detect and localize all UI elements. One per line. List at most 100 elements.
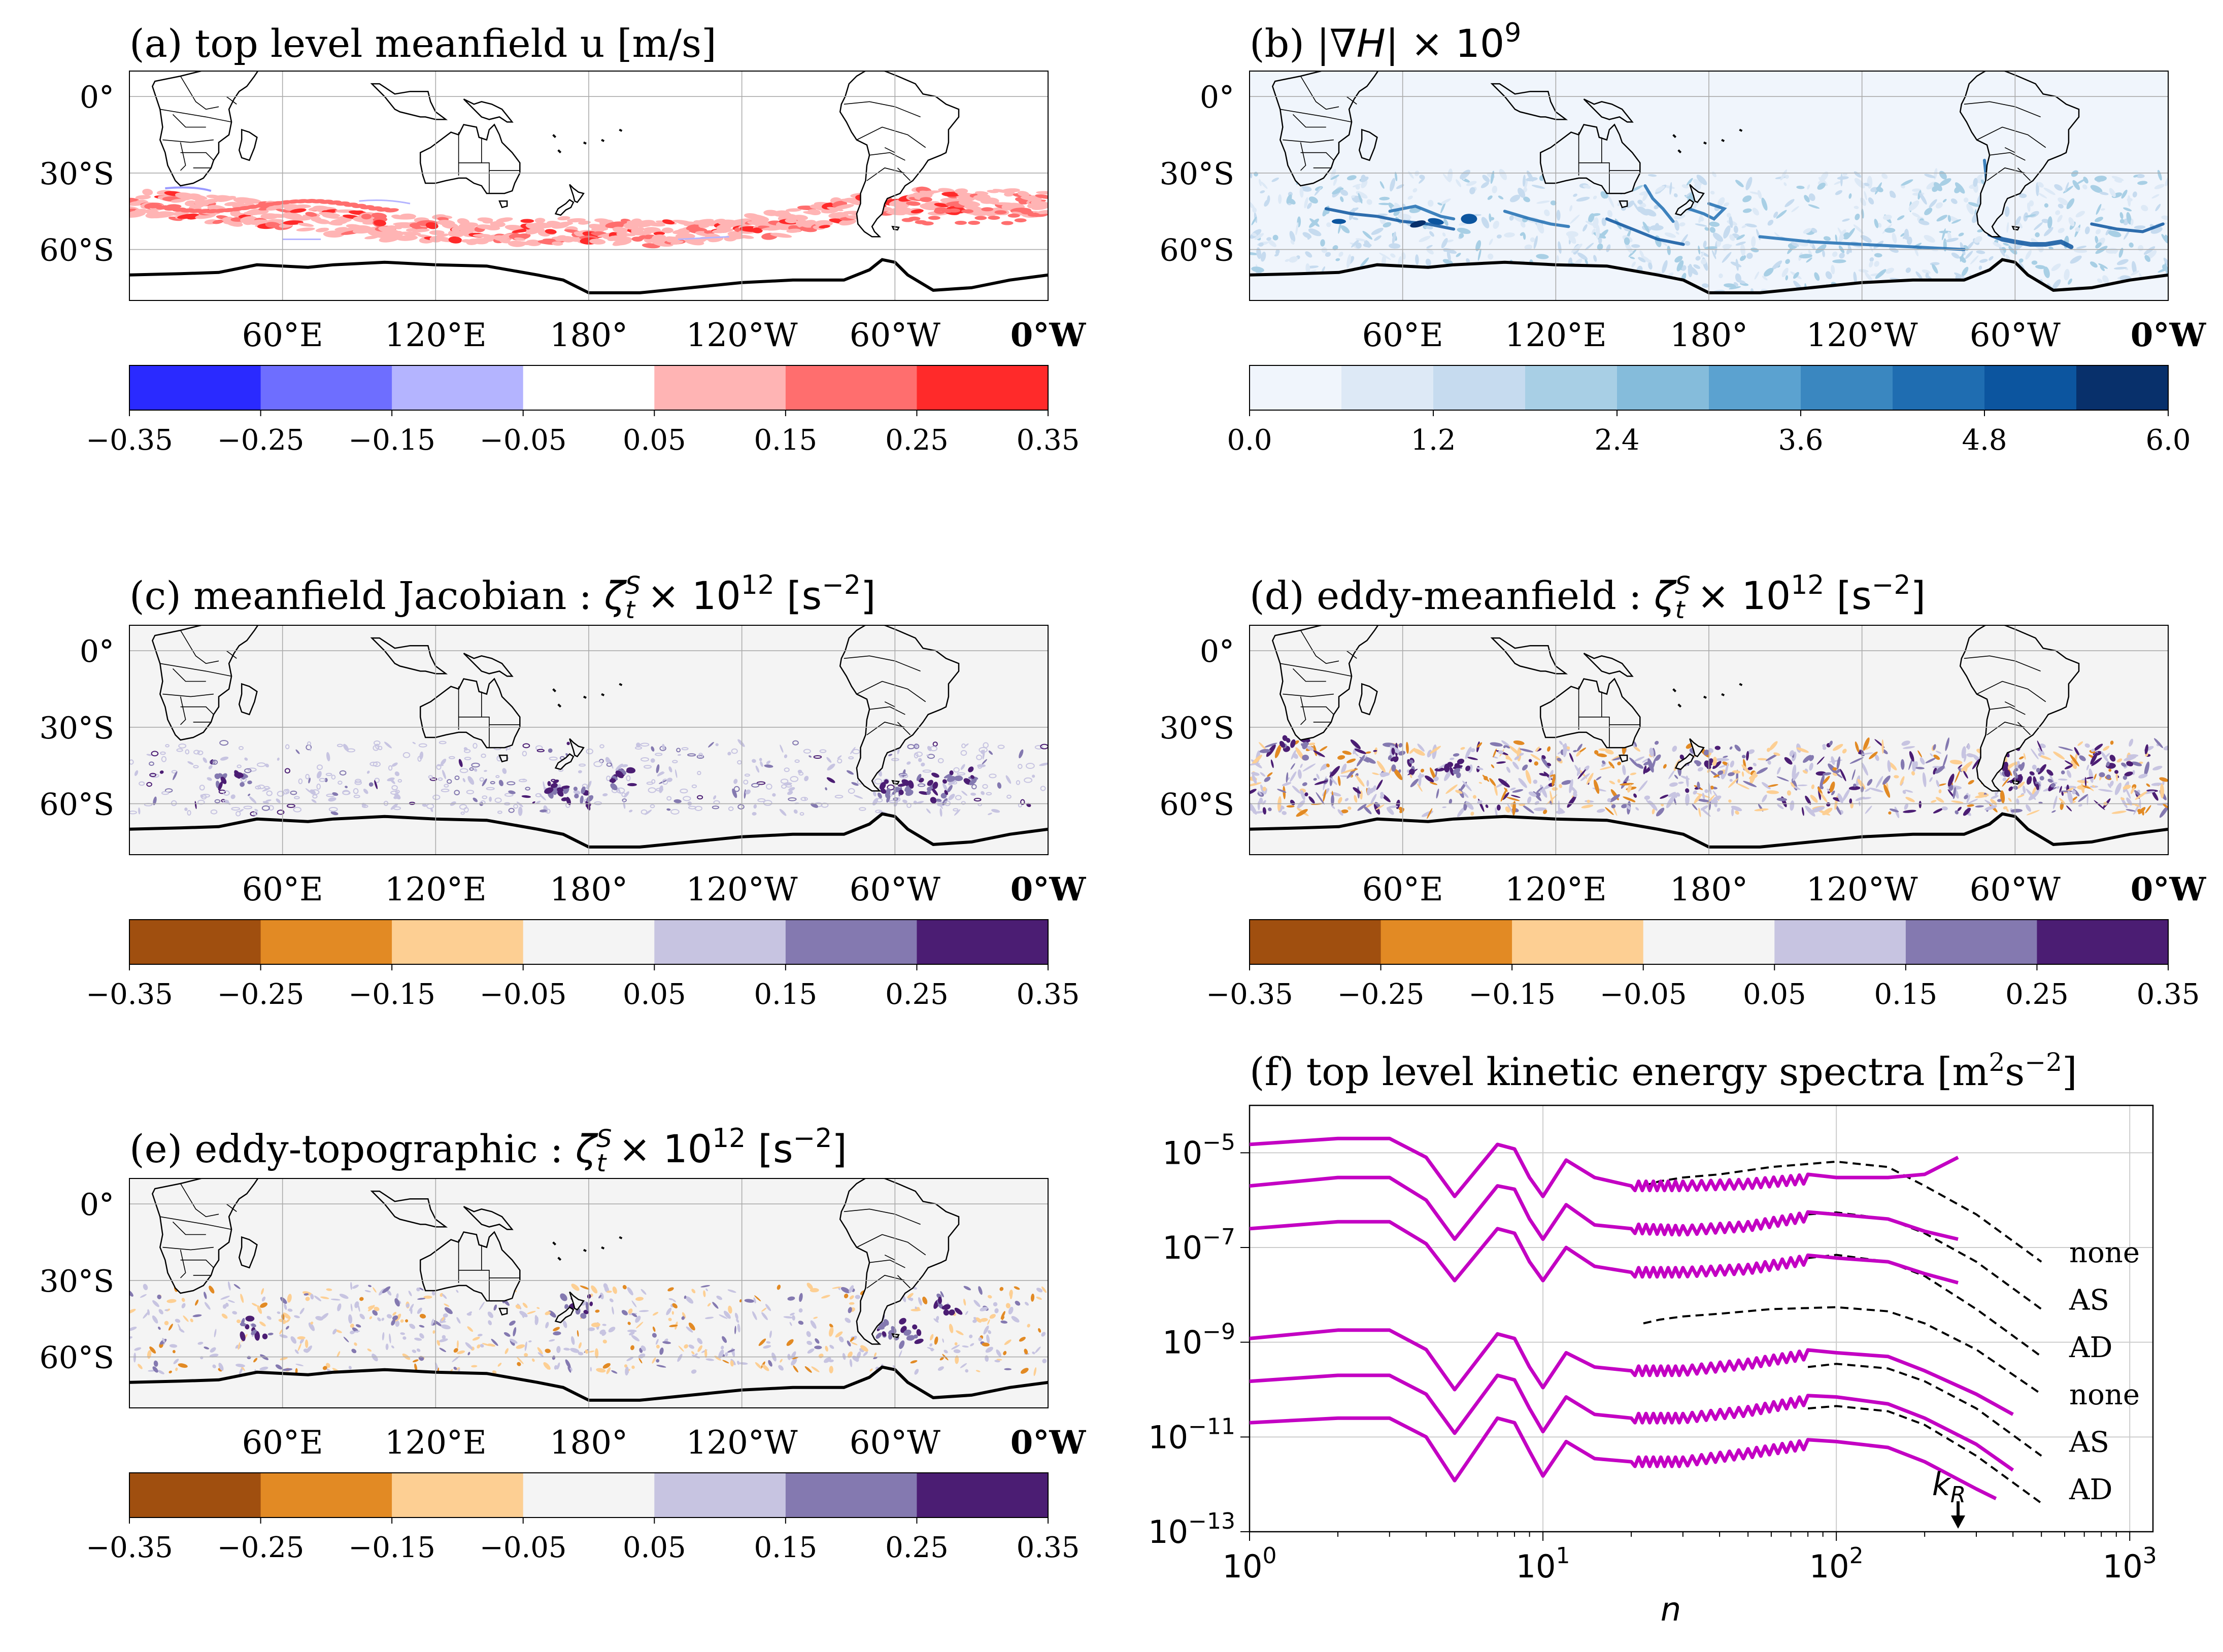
field-patch <box>593 761 603 767</box>
field-patch <box>978 1337 982 1341</box>
field-patch <box>1251 216 1257 225</box>
country-border <box>172 114 206 128</box>
field-patch <box>1905 267 1911 273</box>
country-border <box>226 96 237 105</box>
field-patch <box>1009 1290 1013 1297</box>
coastline <box>1619 200 1628 209</box>
antarctica-coast <box>129 812 1048 849</box>
field-patch <box>1591 213 1601 216</box>
field-patch <box>1576 744 1582 752</box>
field-patch <box>507 781 516 786</box>
lon-label: 180° <box>550 317 628 354</box>
field-patch <box>887 784 895 791</box>
field-patch <box>1673 193 1678 197</box>
field-patch <box>504 1348 509 1354</box>
field-patch <box>1559 740 1563 745</box>
field-patch <box>1504 787 1508 792</box>
field-patch <box>193 765 199 768</box>
field-patch <box>228 1281 231 1291</box>
country-border <box>180 152 214 161</box>
field-patch <box>792 1357 799 1360</box>
lat-label: 30°S <box>40 156 114 192</box>
field-patch <box>2038 748 2045 755</box>
field-patch <box>1346 758 1356 763</box>
field-patch <box>1547 746 1551 752</box>
field-patch <box>1955 182 1965 194</box>
field-patch <box>659 1347 664 1355</box>
field-patch <box>1026 803 1031 807</box>
island <box>552 134 557 139</box>
field-patch <box>1364 757 1376 764</box>
field-patch <box>1429 782 1438 785</box>
field-patch <box>826 757 832 763</box>
lon-label: 0°W <box>1011 316 1087 354</box>
colorbar-tick-label: −0.25 <box>217 1531 305 1564</box>
field-patch <box>1513 740 1525 745</box>
field-patch <box>1481 217 1490 229</box>
island <box>583 695 587 699</box>
field-patch <box>738 234 754 239</box>
coastline <box>151 1178 259 1294</box>
field-patch <box>1887 760 1891 772</box>
coastline <box>151 71 259 187</box>
field-patch <box>799 1293 803 1302</box>
field-patch <box>1331 794 1334 806</box>
field-patch <box>193 750 200 755</box>
field-patch <box>2055 210 2061 215</box>
field-patch <box>1938 783 1946 786</box>
panel-title-zeta-sub: t <box>625 596 636 624</box>
field-patch <box>953 767 960 773</box>
field-patch <box>737 1323 740 1333</box>
field-hotspot <box>2047 779 2053 783</box>
field-patch <box>2133 175 2138 178</box>
field-patch <box>1402 204 1406 208</box>
field-patch <box>577 1330 579 1337</box>
field-patch <box>1609 794 1620 802</box>
field-patch <box>1735 241 1746 246</box>
field-patch <box>1561 780 1572 785</box>
colorbar-segment <box>1774 920 1906 964</box>
tick-base: 10 <box>1809 1548 1849 1585</box>
field-patch <box>513 804 519 809</box>
field-hotspot <box>609 778 616 783</box>
field-patch <box>732 788 737 798</box>
field-patch <box>961 791 968 796</box>
field-hotspot <box>879 782 886 790</box>
field-patch <box>1791 242 1799 247</box>
field-patch <box>803 749 812 754</box>
field-patch <box>1773 752 1780 756</box>
field-patch <box>439 740 447 745</box>
field-patch <box>829 1327 834 1337</box>
field-patch <box>471 1365 478 1368</box>
field-patch <box>1842 788 1850 801</box>
field-patch <box>1749 771 1757 785</box>
field-patch <box>2048 246 2053 250</box>
country-border <box>162 139 214 143</box>
field-patch <box>2072 180 2080 190</box>
field-patch <box>652 1357 656 1364</box>
field-patch <box>1470 748 1475 753</box>
field-patch <box>2129 242 2134 248</box>
field-hotspot <box>560 1293 567 1301</box>
field-patch <box>1019 749 1024 759</box>
field-patch <box>1735 811 1739 815</box>
field-patch <box>759 758 762 761</box>
field-patch <box>390 790 399 795</box>
field-patch <box>1754 808 1769 812</box>
field-patch <box>158 1309 163 1314</box>
field-patch <box>467 776 475 785</box>
field-patch <box>1585 243 1594 251</box>
field-hotspot <box>585 800 591 811</box>
field-patch <box>210 809 218 815</box>
panel-title-exponent: 12 <box>712 1123 746 1154</box>
field-patch <box>1594 780 1600 794</box>
field-patch <box>129 1327 137 1331</box>
field-patch <box>977 764 986 767</box>
field-patch <box>1911 771 1915 776</box>
field-patch <box>798 1308 803 1313</box>
field-patch <box>2094 800 2105 811</box>
panel-title-text: [s <box>746 1126 793 1171</box>
field-patch <box>589 239 606 245</box>
field-patch <box>279 1329 283 1335</box>
field-hotspot <box>942 779 947 784</box>
